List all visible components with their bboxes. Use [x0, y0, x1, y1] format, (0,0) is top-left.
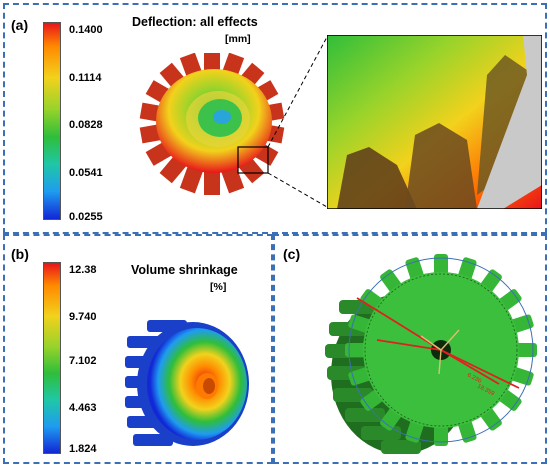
- panel-c-gear-dimensions: (c): [273, 234, 547, 464]
- shrinkage-title: Volume shrinkage: [131, 263, 238, 277]
- shrinkage-scale-tick-4: 4.463: [69, 402, 97, 414]
- panel-b-label: (b): [11, 246, 29, 262]
- panel-b-shrinkage: (b) 12.38 9.740 7.102 4.463 1.824 Volume…: [3, 234, 273, 464]
- shrinkage-gear-image: [125, 320, 249, 446]
- dimension-gear-image: 6.236 18.359: [325, 254, 537, 454]
- shrinkage-scale-tick-3: 7.102: [69, 355, 97, 367]
- deflection-gear-image: [139, 53, 285, 195]
- zoom-connector-lines: [267, 36, 328, 208]
- shrinkage-unit: [%]: [210, 281, 227, 293]
- deflection-zoom-inset: [327, 35, 542, 209]
- panel-a-deflection: (a) 0.1400 0.1114 0.0828 0.0541 0.0255 D…: [3, 3, 547, 234]
- panel-a-label: (a): [11, 17, 29, 33]
- deflection-scale-tick-min: 0.0255: [69, 211, 103, 223]
- shrinkage-scale-tick-min: 1.824: [69, 443, 97, 455]
- shrinkage-scale-tick-2: 9.740: [69, 311, 97, 323]
- deflection-scale-tick-max: 0.1400: [69, 24, 103, 36]
- deflection-unit: [mm]: [225, 33, 251, 45]
- deflection-scale-tick-2: 0.1114: [69, 72, 102, 84]
- shrinkage-scale-tick-max: 12.38: [69, 264, 97, 276]
- deflection-scale-tick-4: 0.0541: [69, 167, 103, 179]
- shrinkage-color-scale-bar: [43, 262, 61, 454]
- panel-c-label: (c): [283, 246, 301, 262]
- deflection-title: Deflection: all effects: [132, 15, 258, 29]
- deflection-color-scale-bar: [43, 22, 61, 220]
- deflection-scale-tick-3: 0.0828: [69, 119, 103, 131]
